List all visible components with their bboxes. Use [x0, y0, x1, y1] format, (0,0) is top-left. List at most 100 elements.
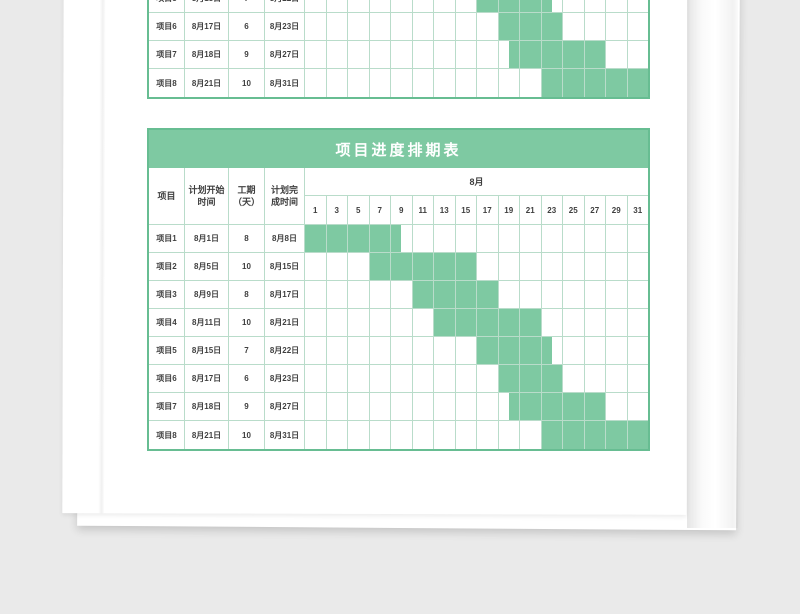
day-cell	[585, 421, 606, 449]
day-cell	[370, 13, 391, 40]
day-cell	[520, 13, 542, 40]
month-label: 8月	[305, 168, 648, 196]
day-cell	[477, 393, 499, 420]
day-label: 17	[477, 196, 499, 224]
day-cell	[327, 393, 348, 420]
duration-cell: 10	[229, 309, 265, 336]
table-row: 项目7 8月18日 9 8月27日	[149, 393, 648, 421]
day-cell	[391, 281, 413, 308]
start-date-cell: 8月18日	[185, 393, 229, 420]
day-label: 7	[370, 196, 391, 224]
day-cell	[477, 13, 499, 40]
day-cell	[413, 281, 434, 308]
day-cell	[434, 69, 456, 97]
day-cell	[542, 337, 563, 364]
table-row: 项目8 8月21日 10 8月31日	[149, 421, 648, 449]
day-cell	[585, 337, 606, 364]
day-cell	[413, 69, 434, 97]
day-cell	[477, 337, 499, 364]
day-cell	[499, 0, 520, 12]
day-cell	[413, 337, 434, 364]
day-cell	[305, 0, 327, 12]
day-cell	[628, 0, 649, 12]
day-cell	[477, 309, 499, 336]
day-cell	[563, 337, 585, 364]
day-cell	[370, 0, 391, 12]
day-cell	[477, 69, 499, 97]
project-name-cell: 项目4	[149, 309, 185, 336]
day-cell	[606, 393, 628, 420]
day-cell	[348, 309, 370, 336]
day-cell	[499, 225, 520, 252]
day-cell	[391, 365, 413, 392]
day-cell	[434, 225, 456, 252]
table-row: 项目2 8月5日 10 8月15日	[149, 253, 648, 281]
day-label: 21	[520, 196, 542, 224]
day-cell	[606, 337, 628, 364]
day-cell	[391, 13, 413, 40]
day-cell	[456, 41, 477, 68]
day-cell	[542, 421, 563, 449]
day-cell	[499, 365, 520, 392]
day-cell	[563, 393, 585, 420]
day-cell	[563, 225, 585, 252]
day-cell	[348, 365, 370, 392]
duration-cell: 9	[229, 393, 265, 420]
day-cell	[391, 393, 413, 420]
day-label: 25	[563, 196, 585, 224]
start-date-cell: 8月18日	[185, 41, 229, 68]
day-cell	[563, 41, 585, 68]
day-cell	[391, 309, 413, 336]
day-cell	[327, 225, 348, 252]
day-cell	[370, 421, 391, 449]
day-cell	[456, 309, 477, 336]
day-cell	[628, 393, 649, 420]
duration-cell: 10	[229, 69, 265, 97]
table-row: 项目7 8月18日 9 8月27日	[149, 41, 648, 69]
day-cell	[520, 0, 542, 12]
day-cell	[348, 281, 370, 308]
day-cell	[477, 281, 499, 308]
project-name-cell: 项目2	[149, 253, 185, 280]
day-cell	[370, 281, 391, 308]
gantt-table-top-clipped: 项目5 8月15日 7 8月22日 项目6 8月17日 6 8月23日 项目7 …	[147, 0, 650, 99]
gantt-bar	[476, 0, 552, 12]
day-cell	[542, 281, 563, 308]
day-cell	[477, 0, 499, 12]
day-cell	[370, 365, 391, 392]
day-label: 3	[327, 196, 348, 224]
day-cell	[434, 393, 456, 420]
day-cell	[542, 69, 563, 97]
duration-cell: 8	[229, 281, 265, 308]
table-row: 项目4 8月11日 10 8月21日	[149, 309, 648, 337]
day-cell	[370, 41, 391, 68]
day-label: 31	[633, 205, 643, 215]
day-cell	[477, 253, 499, 280]
day-cell	[348, 225, 370, 252]
day-cell	[520, 309, 542, 336]
day-cell	[585, 365, 606, 392]
day-label: 19	[499, 196, 520, 224]
day-cell	[477, 41, 499, 68]
start-date-cell: 8月15日	[185, 0, 229, 12]
finish-date-cell: 8月17日	[265, 281, 305, 308]
duration-cell: 7	[229, 337, 265, 364]
gantt-bar	[433, 309, 541, 336]
table-row: 项目6 8月17日 6 8月23日	[149, 13, 648, 41]
day-label: 9	[391, 196, 413, 224]
day-cell	[542, 309, 563, 336]
day-cell	[391, 41, 413, 68]
day-cell	[327, 421, 348, 449]
day-cell	[370, 69, 391, 97]
day-cell	[499, 69, 520, 97]
day-cell	[499, 337, 520, 364]
day-cell	[348, 337, 370, 364]
project-name-cell: 项目8	[149, 421, 185, 449]
finish-date-cell: 8月27日	[265, 393, 305, 420]
day-cell	[434, 309, 456, 336]
gantt-table-top: 项目5 8月15日 7 8月22日 项目6 8月17日 6 8月23日 项目7 …	[147, 0, 650, 99]
day-cell	[520, 421, 542, 449]
finish-date-cell: 8月31日	[265, 421, 305, 449]
gantt-bar	[497, 365, 563, 392]
